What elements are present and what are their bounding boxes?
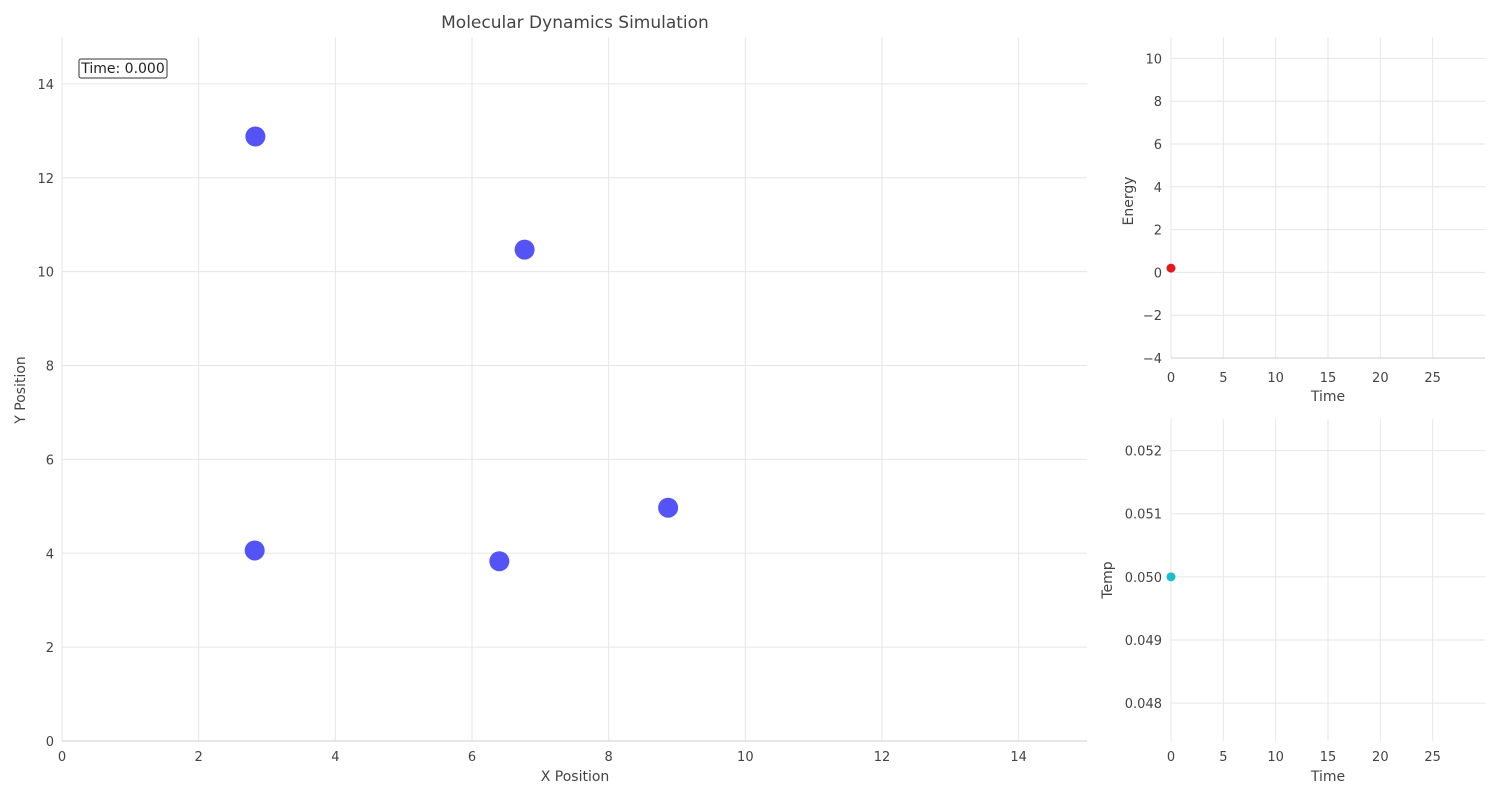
positions-x-label: X Position — [541, 769, 610, 785]
positions-grid — [61, 37, 1087, 742]
en-x-tick-label: 10 — [1267, 371, 1284, 386]
temperature-y-ticks: 0.048 0.049 0.050 0.051 0.052 — [1125, 445, 1162, 713]
pos-y-tick-label: 12 — [37, 172, 54, 187]
energy-grid — [1170, 37, 1485, 359]
positions-panel: 0 2 4 6 8 10 12 14 0 2 4 6 8 10 12 14 Molecular Dynami… — [13, 13, 1087, 785]
tp-y-tick-label: 0.052 — [1125, 445, 1162, 460]
particle — [244, 540, 265, 561]
particle — [514, 239, 535, 260]
temperature-panel: 0 5 10 15 20 25 0.048 0.049 0.050 0.051 0.052 Tim… — [1100, 419, 1485, 785]
energy-panel: 0 5 10 15 20 25 −4 −2 0 2 4 6 8 10 Time Energy — [1121, 37, 1485, 405]
pos-y-tick-label: 8 — [46, 360, 54, 375]
pos-y-tick-label: 6 — [46, 453, 54, 468]
pos-x-tick-label: 0 — [58, 750, 66, 765]
en-y-tick-label: 8 — [1154, 95, 1162, 110]
temperature-x-ticks: 0 5 10 15 20 25 — [1167, 750, 1441, 765]
pos-x-tick-label: 12 — [874, 750, 891, 765]
pos-x-tick-label: 4 — [331, 750, 339, 765]
pos-x-tick-label: 14 — [1010, 750, 1027, 765]
tp-y-tick-label: 0.048 — [1125, 697, 1162, 712]
energy-y-ticks: −4 −2 0 2 4 6 8 10 — [1143, 52, 1162, 367]
tp-x-tick-label: 15 — [1320, 750, 1337, 765]
pos-x-tick-label: 6 — [468, 750, 476, 765]
en-x-tick-label: 0 — [1167, 371, 1175, 386]
temperature-x-label: Time — [1310, 769, 1345, 785]
tp-x-tick-label: 20 — [1372, 750, 1389, 765]
energy-point — [1166, 263, 1176, 273]
tp-x-tick-label: 25 — [1424, 750, 1441, 765]
temperature-y-label: Temp — [1100, 561, 1116, 599]
tp-x-tick-label: 0 — [1167, 750, 1175, 765]
energy-points — [1166, 263, 1176, 273]
time-annotation: Time: 0.000 — [78, 58, 168, 79]
energy-y-label: Energy — [1121, 176, 1137, 225]
pos-y-tick-label: 10 — [37, 266, 54, 281]
en-x-tick-label: 25 — [1424, 371, 1441, 386]
time-annotation-text: Time: 0.000 — [80, 61, 165, 77]
tp-x-tick-label: 5 — [1219, 750, 1227, 765]
pos-y-tick-label: 0 — [46, 735, 54, 750]
time-annotation-box — [78, 58, 168, 79]
temperature-grid — [1170, 419, 1485, 741]
positions-x-ticks: 0 2 4 6 8 10 12 14 — [58, 750, 1027, 765]
tp-y-tick-label: 0.049 — [1125, 634, 1162, 649]
pos-y-tick-label: 14 — [37, 78, 54, 93]
positions-y-ticks: 0 2 4 6 8 10 12 14 — [37, 78, 54, 750]
tp-y-tick-label: 0.050 — [1125, 571, 1162, 586]
energy-x-ticks: 0 5 10 15 20 25 — [1167, 371, 1441, 386]
tp-y-tick-label: 0.051 — [1125, 508, 1162, 523]
particles — [244, 126, 679, 572]
positions-y-label: Y Position — [13, 356, 29, 425]
en-y-tick-label: 4 — [1154, 181, 1162, 196]
en-y-tick-label: 2 — [1154, 224, 1162, 239]
en-y-tick-label: −4 — [1143, 352, 1162, 367]
energy-x-label: Time — [1310, 389, 1345, 405]
pos-y-tick-label: 4 — [46, 547, 54, 562]
pos-x-tick-label: 2 — [195, 750, 203, 765]
en-y-tick-label: 6 — [1154, 138, 1162, 153]
particle — [658, 497, 679, 518]
en-x-tick-label: 5 — [1219, 371, 1227, 386]
particle — [489, 551, 510, 572]
temperature-point — [1166, 572, 1176, 582]
en-y-tick-label: −2 — [1143, 309, 1162, 324]
pos-y-tick-label: 2 — [46, 641, 54, 656]
en-x-tick-label: 15 — [1320, 371, 1337, 386]
pos-x-tick-label: 10 — [737, 750, 754, 765]
en-y-tick-label: 10 — [1145, 52, 1162, 67]
pos-x-tick-label: 8 — [605, 750, 613, 765]
tp-x-tick-label: 10 — [1267, 750, 1284, 765]
en-x-tick-label: 20 — [1372, 371, 1389, 386]
en-y-tick-label: 0 — [1154, 266, 1162, 281]
particle — [245, 126, 266, 147]
positions-title: Molecular Dynamics Simulation — [441, 13, 709, 33]
temperature-points — [1166, 572, 1176, 582]
